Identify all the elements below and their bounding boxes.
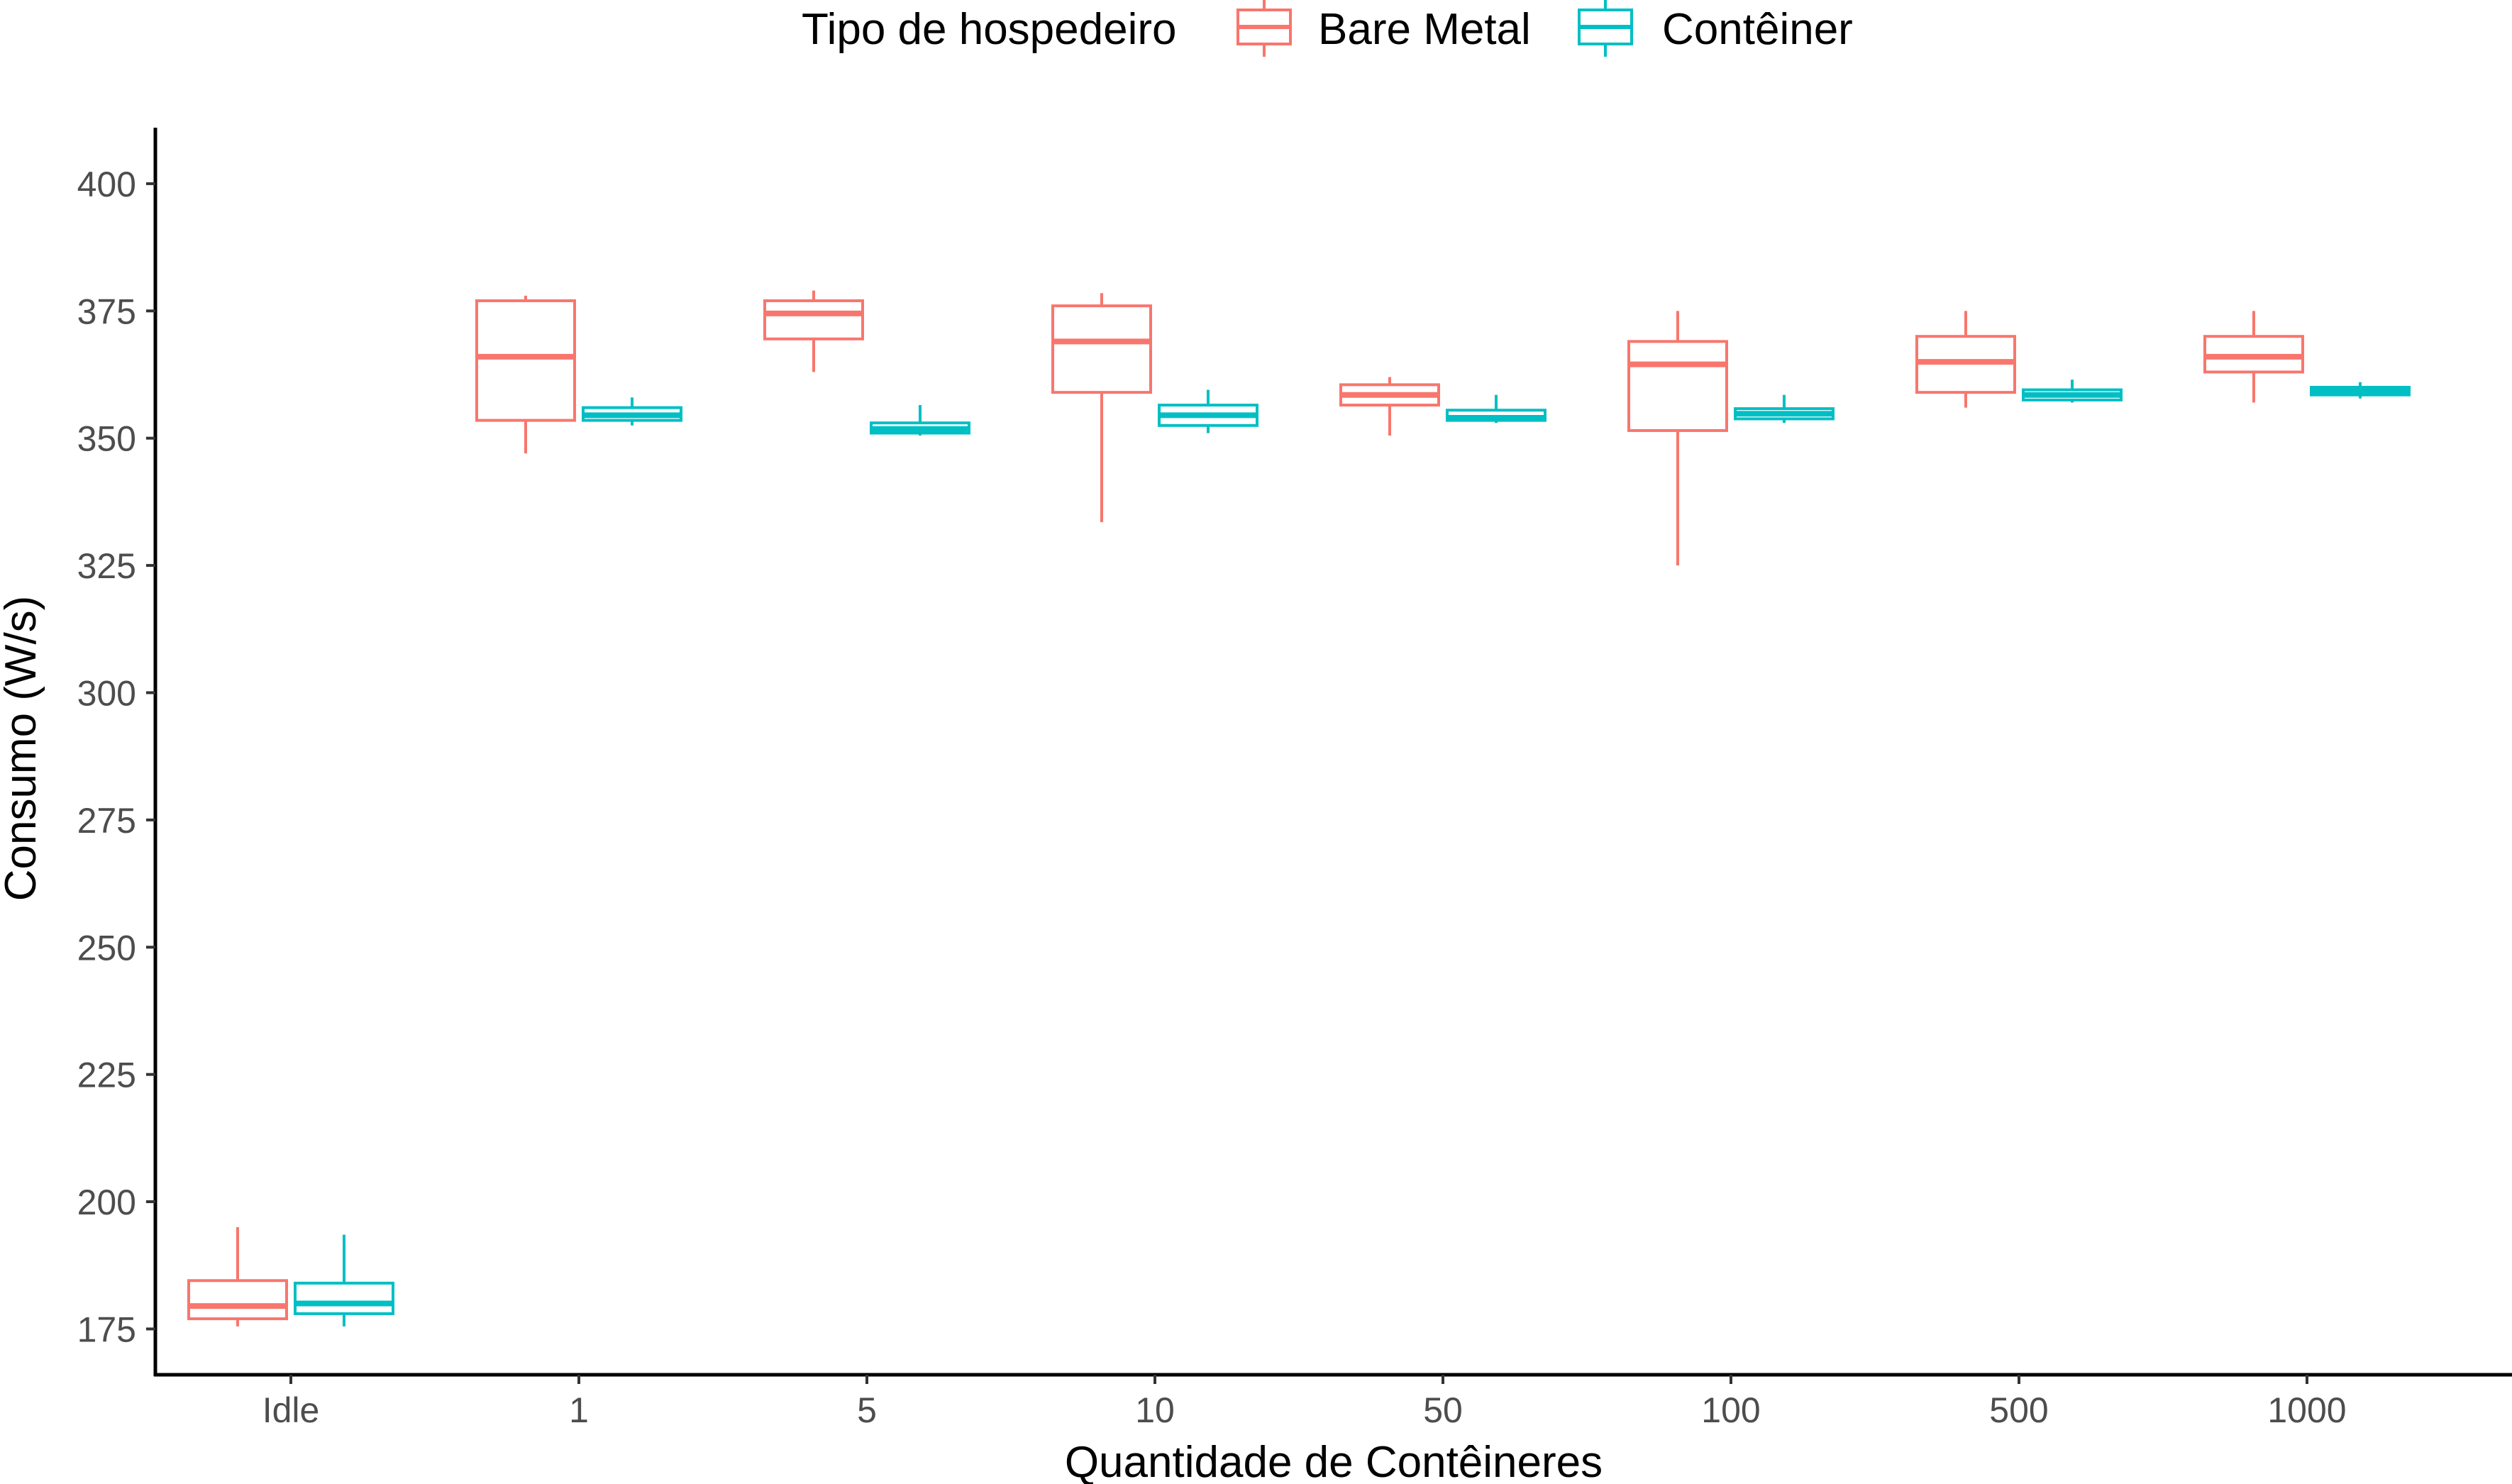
box-bare-metal-4 [1339,377,1440,436]
y-tick-label: 225 [77,1056,136,1095]
box-bare-metal-5 [1627,311,1728,566]
box-iqr [763,299,864,340]
y-tick-label: 325 [77,546,136,586]
x-tick-label: Idle [262,1390,320,1430]
x-tick-label: 50 [1423,1390,1463,1430]
box-conteiner-2 [870,405,970,436]
box-conteiner-3 [1158,389,1258,433]
box-iqr [475,299,576,422]
box-conteiner-4 [1446,394,1547,423]
y-tick-label: 350 [77,419,136,459]
legend: Tipo de hospedeiro Bare Metal Contêiner [802,0,1853,57]
box-iqr [187,1279,288,1321]
box-conteiner-6 [2022,380,2123,403]
legend-key-conteiner [1578,0,1633,57]
box-bare-metal-2 [763,290,864,372]
legend-label-conteiner: Contêiner [1662,5,1853,54]
box-conteiner-7 [2310,382,2411,399]
box-iqr [1627,340,1728,432]
legend-label-bare-metal: Bare Metal [1318,5,1531,54]
y-axis-title: Consumo (W/s) [0,596,45,902]
box-conteiner-1 [582,397,682,426]
box-iqr [1051,304,1152,394]
x-tick-label: 10 [1135,1390,1175,1430]
x-tick-label: 1 [569,1390,589,1430]
x-tick-label: 5 [857,1390,877,1430]
y-tick-label: 200 [77,1183,136,1222]
box-series [187,290,2411,1327]
y-tick-label: 375 [77,292,136,331]
box-bare-metal-0 [187,1226,288,1327]
box-iqr [294,1281,394,1315]
axes [153,128,2512,1377]
box-bare-metal-6 [1915,311,2016,408]
y-tick-label: 175 [77,1309,136,1349]
x-tick-label: 500 [1989,1390,2048,1430]
box-bare-metal-7 [2203,311,2304,403]
x-axis-ticks: Idle 1 5 10 50 100 500 1000 [262,1375,2347,1430]
y-tick-label: 400 [77,165,136,204]
y-tick-label: 275 [77,801,136,841]
x-axis-title: Quantidade de Contêineres [1065,1438,1603,1484]
y-tick-label: 250 [77,928,136,968]
box-conteiner-0 [294,1234,394,1327]
x-tick-label: 1000 [2267,1390,2346,1430]
x-tick-label: 100 [1701,1390,1760,1430]
y-axis-ticks: 175 200 225 250 275 300 325 350 375 400 [77,165,155,1349]
y-tick-label: 300 [77,673,136,713]
box-bare-metal-1 [475,295,576,454]
legend-title: Tipo de hospedeiro [802,5,1177,54]
box-conteiner-5 [1734,394,1835,423]
legend-key-bare-metal [1236,0,1292,57]
box-bare-metal-3 [1051,293,1152,523]
